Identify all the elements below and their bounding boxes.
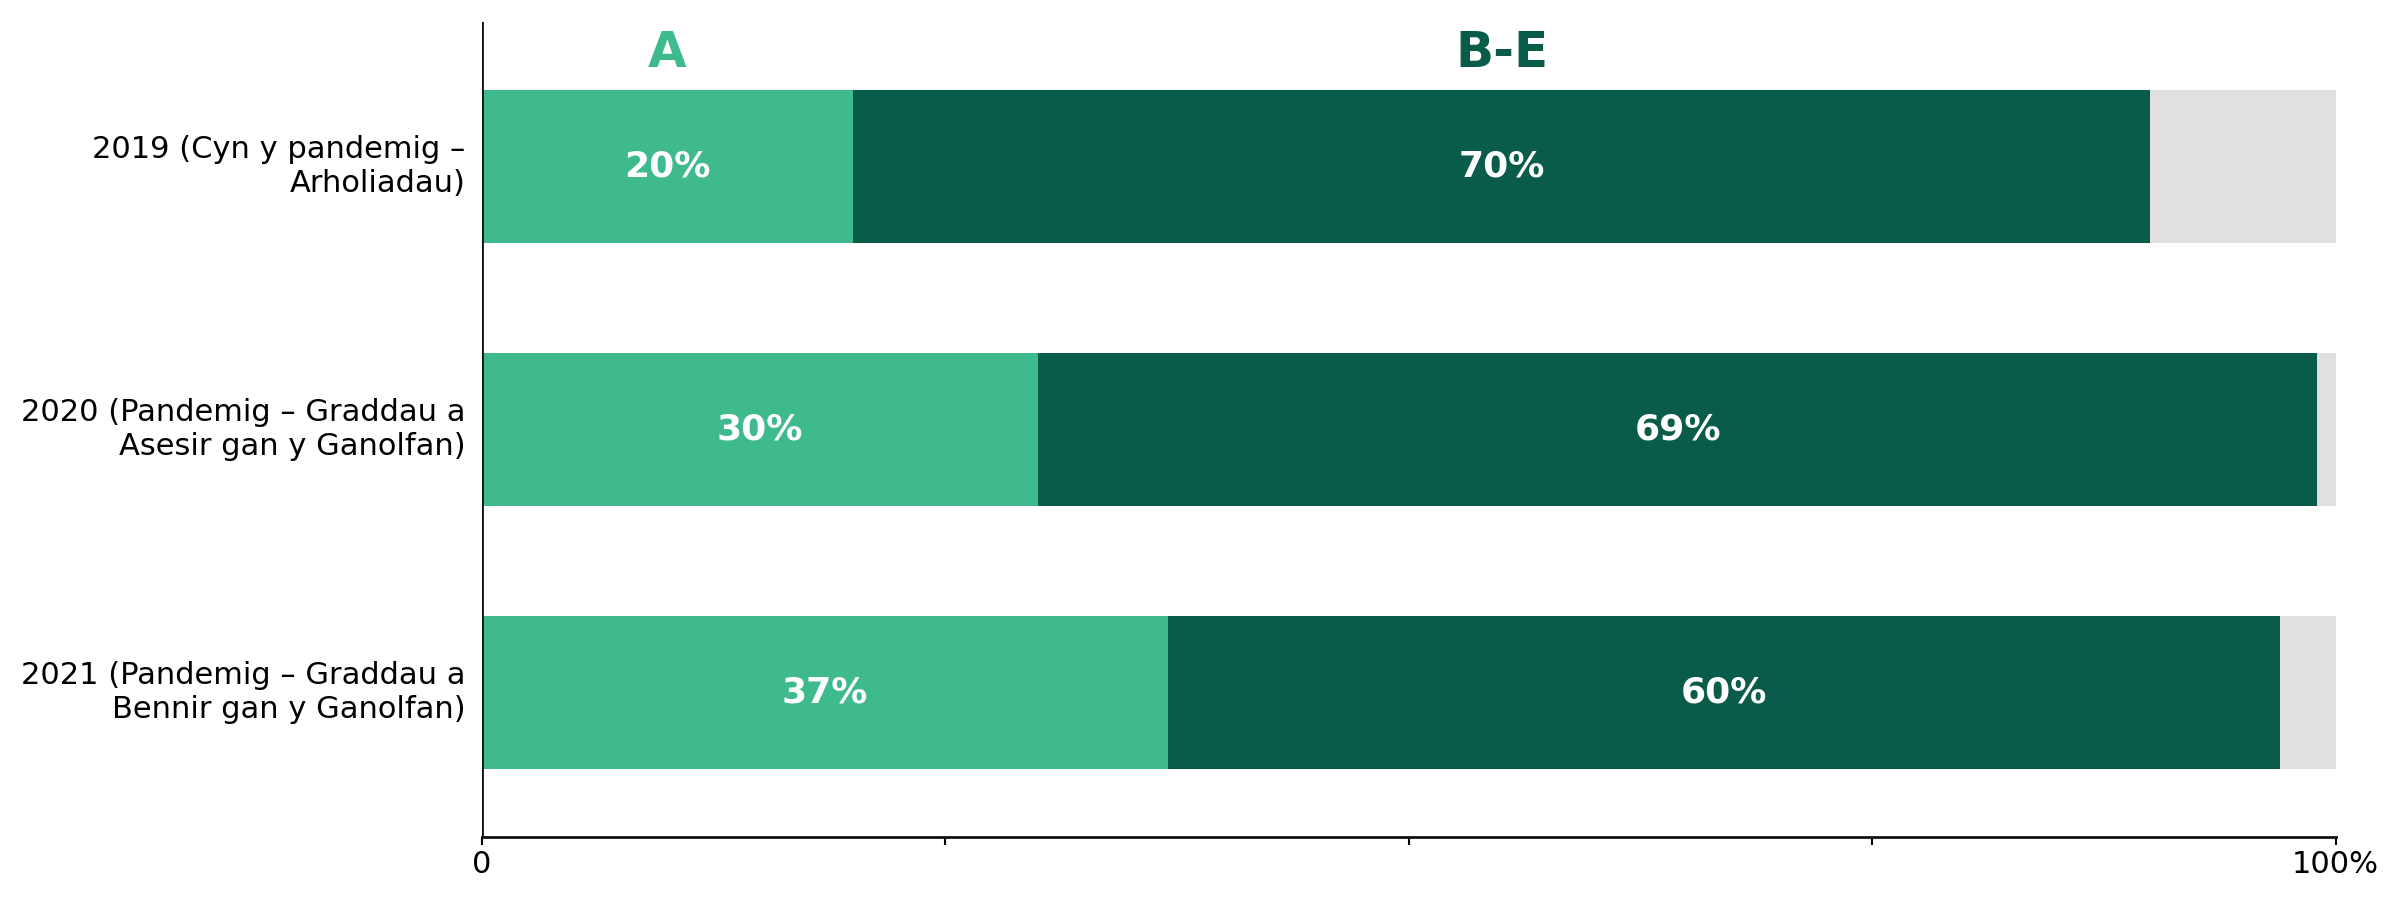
Bar — [852, 90, 2150, 243]
Bar — [2280, 616, 2335, 769]
Bar — [1039, 353, 2316, 506]
Text: 70%: 70% — [1459, 149, 1546, 184]
Bar — [482, 353, 1039, 506]
Text: 60%: 60% — [1680, 675, 1766, 709]
Text: A: A — [648, 29, 686, 77]
Bar — [482, 616, 1169, 769]
Text: 69%: 69% — [1634, 412, 1721, 446]
Bar — [1169, 616, 2280, 769]
Text: B-E: B-E — [1454, 29, 1548, 77]
Bar — [2316, 353, 2335, 506]
Text: 30%: 30% — [718, 412, 804, 446]
Bar — [482, 90, 852, 243]
Text: 20%: 20% — [624, 149, 710, 184]
Text: 37%: 37% — [782, 675, 869, 709]
Bar — [2150, 90, 2335, 243]
